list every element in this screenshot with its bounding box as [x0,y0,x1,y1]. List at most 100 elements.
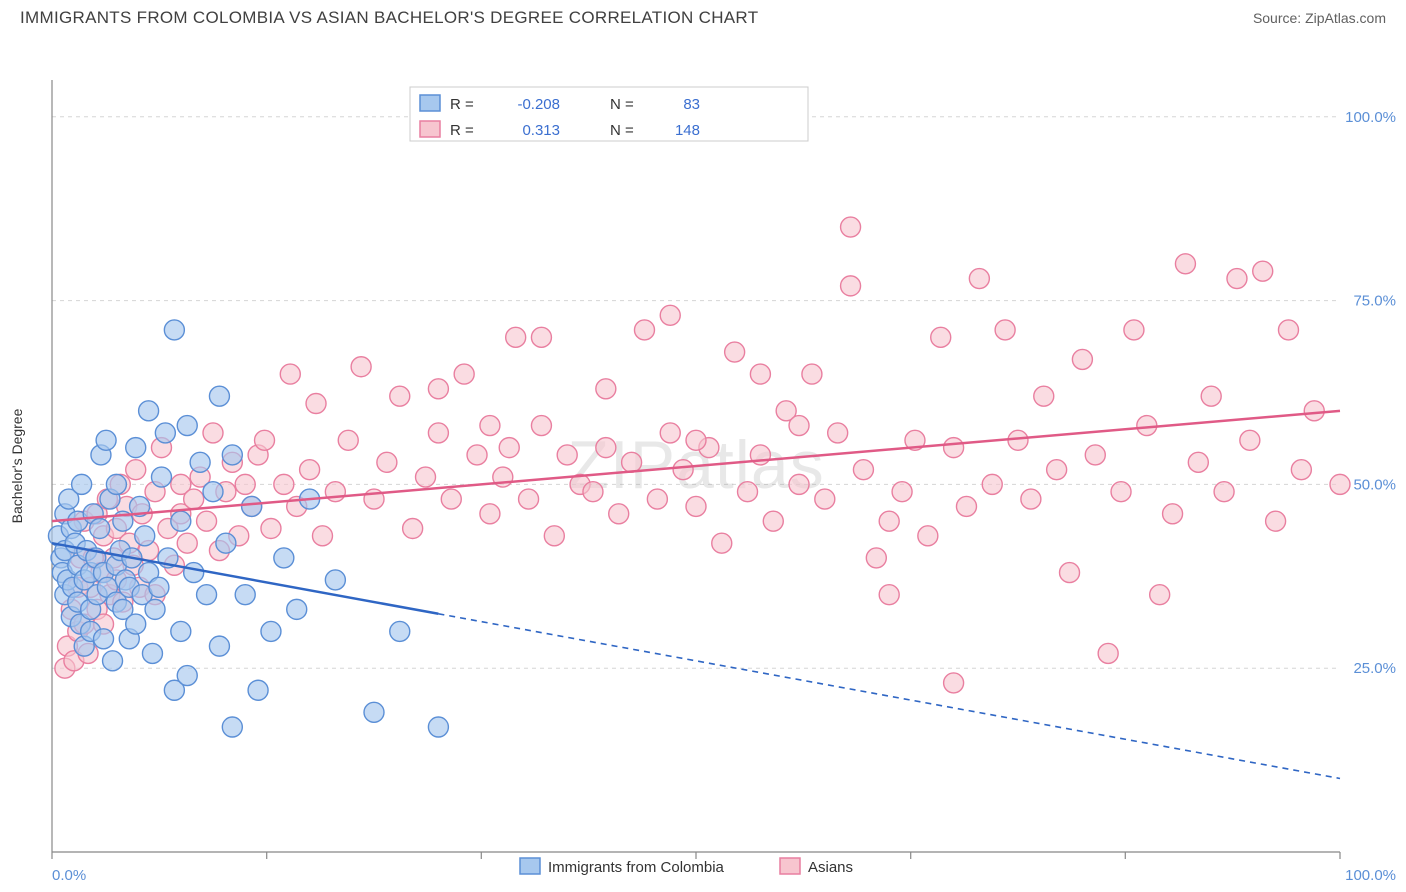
data-point [171,511,191,531]
data-point [815,489,835,509]
data-point [216,533,236,553]
legend-r-value: -0.208 [517,96,560,113]
data-point [235,585,255,605]
data-point [390,386,410,406]
data-point [1034,386,1054,406]
bottom-legend-swatch [780,858,800,874]
data-point [325,570,345,590]
data-point [956,496,976,516]
data-point [151,467,171,487]
data-point [969,269,989,289]
data-point [197,585,217,605]
data-point [802,364,822,384]
data-point [1214,482,1234,502]
data-point [203,423,223,443]
legend-r-value: 0.313 [522,122,560,139]
data-point [312,526,332,546]
y-tick-label: 100.0% [1345,109,1396,126]
data-point [544,526,564,546]
data-point [1150,585,1170,605]
data-point [287,599,307,619]
data-point [1111,482,1131,502]
data-point [416,467,436,487]
data-point [149,577,169,597]
data-point [1266,511,1286,531]
data-point [203,482,223,502]
data-point [866,548,886,568]
data-point [135,526,155,546]
data-point [306,394,326,414]
data-point [763,511,783,531]
data-point [686,496,706,516]
data-point [222,717,242,737]
data-point [480,504,500,524]
data-point [428,423,448,443]
data-point [841,217,861,237]
data-point [944,438,964,458]
data-point [364,702,384,722]
data-point [390,621,410,641]
data-point [261,621,281,641]
data-point [222,445,242,465]
data-point [1291,460,1311,480]
data-point [531,416,551,436]
data-point [261,518,281,538]
data-point [944,673,964,693]
legend-n-value: 83 [683,96,700,113]
data-point [190,452,210,472]
data-point [274,474,294,494]
data-point [1124,320,1144,340]
data-point [712,533,732,553]
data-point [750,364,770,384]
data-point [1163,504,1183,524]
data-point [155,423,175,443]
data-point [467,445,487,465]
data-point [725,342,745,362]
legend-r-label: R = [450,96,474,113]
legend-n-label: N = [610,122,634,139]
bottom-legend-label: Immigrants from Colombia [548,859,725,876]
data-point [853,460,873,480]
bottom-legend-label: Asians [808,859,853,876]
data-point [255,430,275,450]
data-point [1047,460,1067,480]
data-point [1201,386,1221,406]
data-point [300,460,320,480]
data-point [164,320,184,340]
data-point [1188,452,1208,472]
data-point [1175,254,1195,274]
data-point [596,379,616,399]
data-point [1304,401,1324,421]
legend-swatch [420,121,440,137]
legend-swatch [420,95,440,111]
data-point [647,489,667,509]
data-point [622,452,642,472]
data-point [660,423,680,443]
data-point [351,357,371,377]
data-point [280,364,300,384]
data-point [428,717,448,737]
data-point [142,643,162,663]
legend-n-value: 148 [675,122,700,139]
chart-header: IMMIGRANTS FROM COLOMBIA VS ASIAN BACHEL… [0,0,1406,32]
chart-source: Source: ZipAtlas.com [1253,10,1386,26]
x-tick-label-min: 0.0% [52,867,86,884]
data-point [1227,269,1247,289]
data-point [139,401,159,421]
data-point [789,416,809,436]
data-point [583,482,603,502]
data-point [126,438,146,458]
data-point [1060,563,1080,583]
data-point [499,438,519,458]
data-point [184,563,204,583]
scatter-chart-svg: ZIPatlas25.0%50.0%75.0%100.0%0.0%100.0%B… [0,32,1406,892]
data-point [1330,474,1350,494]
data-point [248,680,268,700]
legend-r-label: R = [450,122,474,139]
data-point [686,430,706,450]
data-point [106,474,126,494]
data-point [209,386,229,406]
data-point [995,320,1015,340]
data-point [673,460,693,480]
y-tick-label: 50.0% [1353,476,1396,493]
